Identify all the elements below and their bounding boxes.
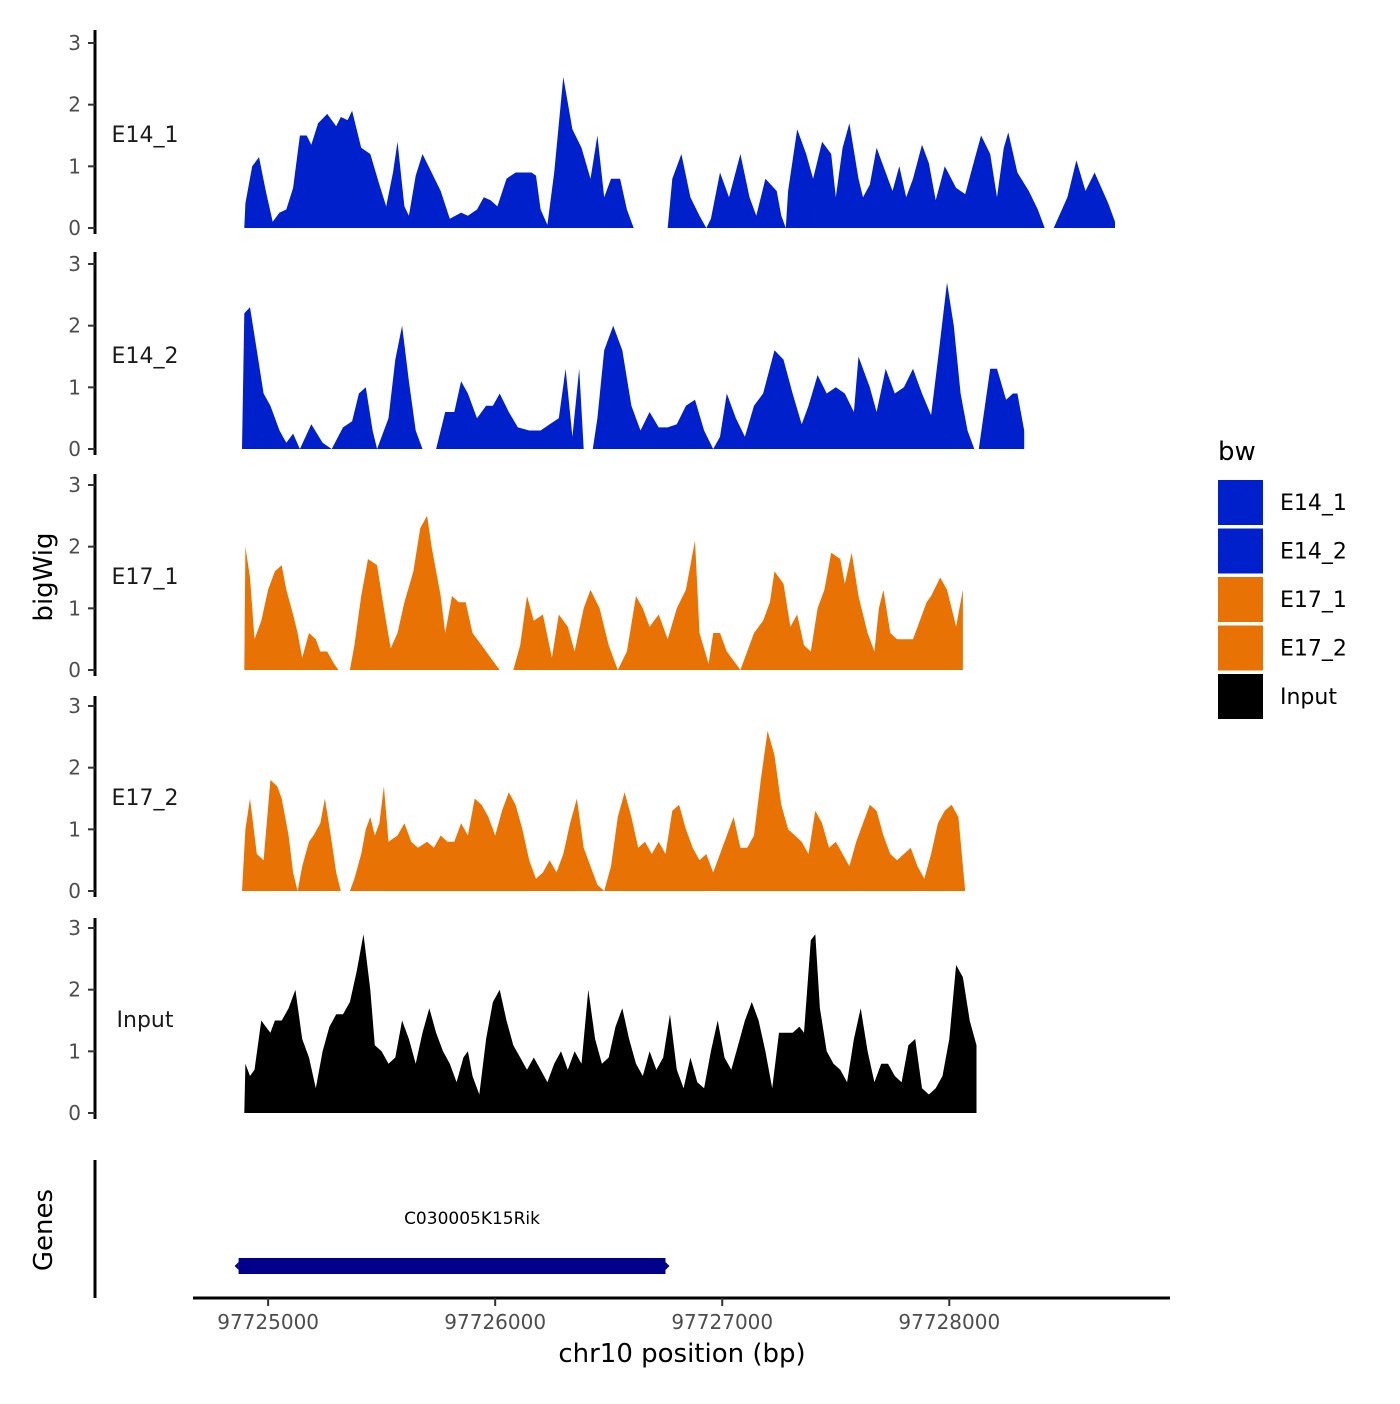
y-tick-label-Input-3: 3: [68, 916, 81, 940]
area-E17_2: [242, 730, 966, 891]
legend-label-Input: Input: [1280, 685, 1337, 710]
legend-swatch-Input: [1218, 674, 1263, 719]
legend-swatch-E14_2: [1218, 528, 1263, 574]
y-tick-label-E17_1-1: 1: [68, 596, 81, 620]
y-tick-label-Input-2: 2: [68, 978, 81, 1002]
x-tick-label-97725000: 97725000: [217, 1310, 319, 1334]
y-tick-label-E14_2-0: 0: [68, 437, 81, 461]
y-tick-label-Input-1: 1: [68, 1039, 81, 1063]
x-tick-label-97728000: 97728000: [898, 1310, 1000, 1334]
y-tick-label-E17_1-0: 0: [68, 658, 81, 682]
x-axis-title: chr10 position (bp): [558, 1339, 805, 1369]
y-tick-label-E17_2-3: 3: [68, 694, 81, 718]
y-tick-label-E17_2-0: 0: [68, 879, 81, 903]
legend-swatch-E17_2: [1218, 625, 1263, 671]
y-tick-label-E17_2-1: 1: [68, 817, 81, 841]
legend-label-E17_2: E17_2: [1280, 637, 1347, 662]
area-E17_1: [244, 515, 963, 670]
y-tick-label-E17_1-2: 2: [68, 535, 81, 559]
track-label-E17_1: E17_1: [112, 565, 179, 590]
y-tick-label-E14_2-3: 3: [68, 252, 81, 276]
y-tick-label-E14_1-2: 2: [68, 93, 81, 117]
legend-swatch-E17_1: [1218, 577, 1263, 622]
legend-label-E17_1: E17_1: [1280, 588, 1347, 613]
y-tick-label-E17_1-3: 3: [68, 473, 81, 497]
area-E14_2: [242, 282, 1025, 449]
y-axis-title: bigWig: [29, 532, 59, 621]
genes-axis-title: Genes: [29, 1189, 59, 1271]
x-tick-label-97727000: 97727000: [671, 1310, 773, 1334]
legend-label-E14_2: E14_2: [1280, 540, 1347, 565]
track-label-E17_2: E17_2: [112, 786, 179, 811]
track-label-Input: Input: [117, 1008, 174, 1033]
y-tick-label-E14_2-2: 2: [68, 314, 81, 338]
track-label-E14_2: E14_2: [112, 344, 179, 369]
y-tick-label-E14_2-1: 1: [68, 375, 81, 399]
y-tick-label-E14_1-1: 1: [68, 154, 81, 178]
area-E14_1: [244, 76, 1116, 229]
x-tick-label-97726000: 97726000: [444, 1310, 546, 1334]
y-tick-label-E14_1-0: 0: [68, 216, 81, 240]
gene-body-C030005K15Rik: [238, 1258, 666, 1274]
legend-label-E14_1: E14_1: [1280, 491, 1347, 516]
y-tick-label-Input-0: 0: [68, 1101, 81, 1125]
legend-title: bw: [1218, 437, 1256, 467]
y-tick-label-E14_1-3: 3: [68, 31, 81, 55]
y-tick-label-E17_2-2: 2: [68, 756, 81, 780]
legend-swatch-E14_1: [1218, 480, 1263, 525]
gene-label-C030005K15Rik: C030005K15Rik: [404, 1209, 540, 1229]
area-Input: [244, 934, 977, 1113]
track-label-E14_1: E14_1: [112, 123, 179, 148]
